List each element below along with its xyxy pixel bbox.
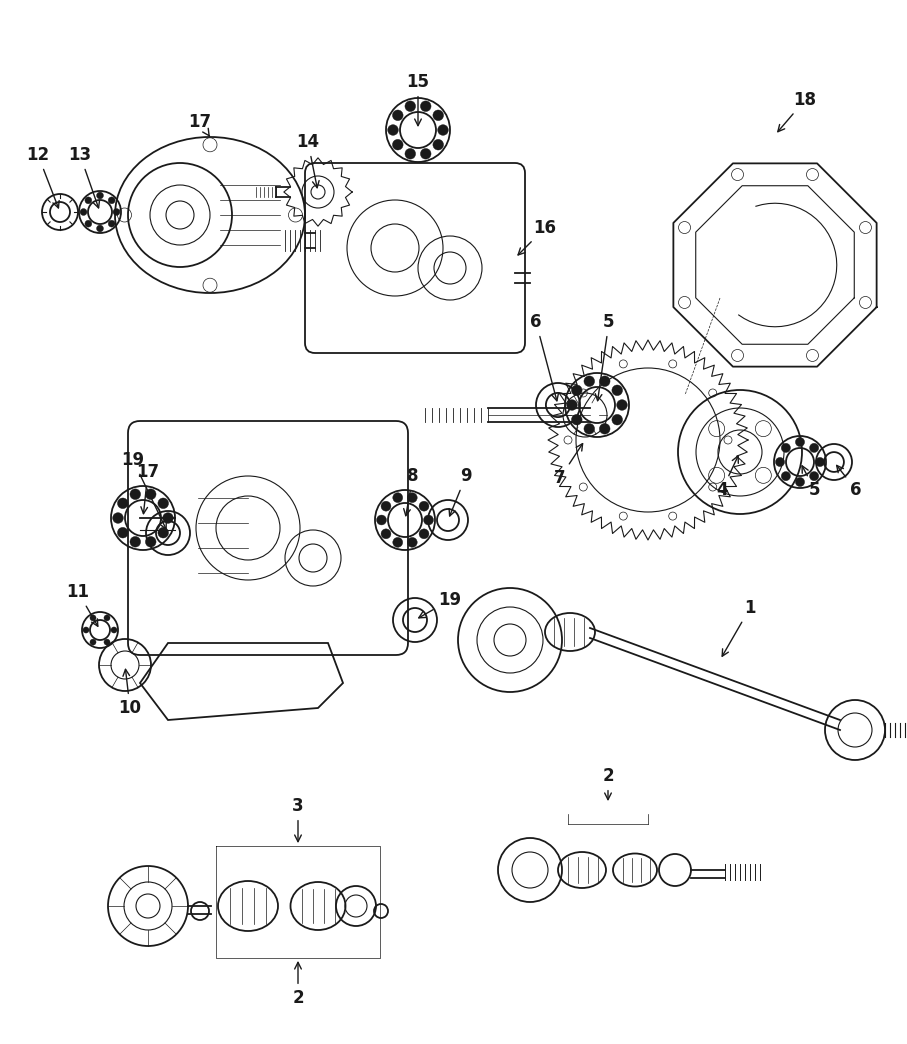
Circle shape (612, 414, 622, 425)
Circle shape (96, 192, 103, 199)
Circle shape (376, 515, 386, 525)
Circle shape (90, 615, 96, 621)
Circle shape (381, 529, 391, 539)
Circle shape (433, 110, 444, 121)
Text: 16: 16 (518, 219, 557, 255)
Circle shape (393, 140, 403, 150)
Circle shape (617, 400, 628, 410)
Text: 9: 9 (449, 467, 472, 516)
Circle shape (815, 457, 824, 467)
Circle shape (810, 472, 819, 480)
Circle shape (112, 513, 123, 523)
Circle shape (421, 101, 431, 112)
Circle shape (612, 385, 622, 396)
Circle shape (571, 385, 582, 396)
Circle shape (407, 538, 417, 547)
Circle shape (111, 627, 117, 633)
Circle shape (600, 376, 610, 386)
Circle shape (571, 414, 582, 425)
Circle shape (158, 527, 169, 538)
Circle shape (419, 501, 429, 512)
Text: 15: 15 (406, 73, 430, 125)
Circle shape (393, 110, 403, 121)
Text: 18: 18 (778, 91, 816, 132)
Circle shape (584, 376, 595, 386)
Text: 6: 6 (531, 313, 559, 401)
Circle shape (130, 537, 141, 547)
Circle shape (90, 639, 96, 645)
Circle shape (96, 226, 103, 232)
Text: 5: 5 (595, 313, 615, 401)
Text: 2: 2 (292, 963, 304, 1007)
Circle shape (775, 457, 785, 467)
Circle shape (407, 493, 417, 502)
Text: 17: 17 (136, 462, 160, 514)
Circle shape (393, 493, 403, 502)
Circle shape (781, 472, 790, 480)
Circle shape (567, 400, 578, 410)
Circle shape (795, 437, 805, 447)
Circle shape (85, 220, 92, 228)
Circle shape (421, 148, 431, 159)
Text: 14: 14 (297, 133, 319, 188)
Text: 6: 6 (836, 466, 862, 499)
Circle shape (433, 140, 444, 150)
Text: 4: 4 (717, 456, 738, 499)
Text: 13: 13 (68, 146, 100, 208)
Text: 7: 7 (554, 444, 582, 487)
Circle shape (85, 197, 92, 204)
Circle shape (80, 209, 87, 215)
Circle shape (104, 639, 110, 645)
Circle shape (145, 537, 156, 547)
Circle shape (438, 124, 448, 136)
Circle shape (145, 489, 156, 499)
Circle shape (83, 627, 89, 633)
Circle shape (162, 513, 173, 523)
Circle shape (405, 101, 415, 112)
Circle shape (405, 148, 415, 159)
Circle shape (108, 197, 115, 204)
Circle shape (387, 124, 398, 136)
Circle shape (158, 498, 169, 508)
Text: 17: 17 (189, 113, 211, 137)
Circle shape (424, 515, 434, 525)
Circle shape (600, 424, 610, 434)
Circle shape (117, 527, 128, 538)
Text: 3: 3 (292, 797, 304, 841)
Circle shape (381, 501, 391, 512)
Circle shape (795, 477, 805, 487)
Text: 5: 5 (802, 466, 821, 499)
Circle shape (117, 498, 128, 508)
Circle shape (584, 424, 595, 434)
Circle shape (419, 529, 429, 539)
Circle shape (393, 538, 403, 547)
Text: 10: 10 (119, 669, 141, 717)
Text: 19: 19 (122, 451, 166, 529)
Text: 2: 2 (602, 767, 614, 800)
Circle shape (113, 209, 120, 215)
Circle shape (810, 444, 819, 452)
Circle shape (781, 444, 790, 452)
Circle shape (108, 220, 115, 228)
Circle shape (104, 615, 110, 621)
Circle shape (130, 489, 141, 499)
Text: 11: 11 (66, 583, 98, 626)
Text: 12: 12 (26, 146, 59, 208)
Text: 1: 1 (722, 599, 756, 657)
Text: 19: 19 (419, 591, 462, 618)
Text: 8: 8 (404, 467, 419, 516)
